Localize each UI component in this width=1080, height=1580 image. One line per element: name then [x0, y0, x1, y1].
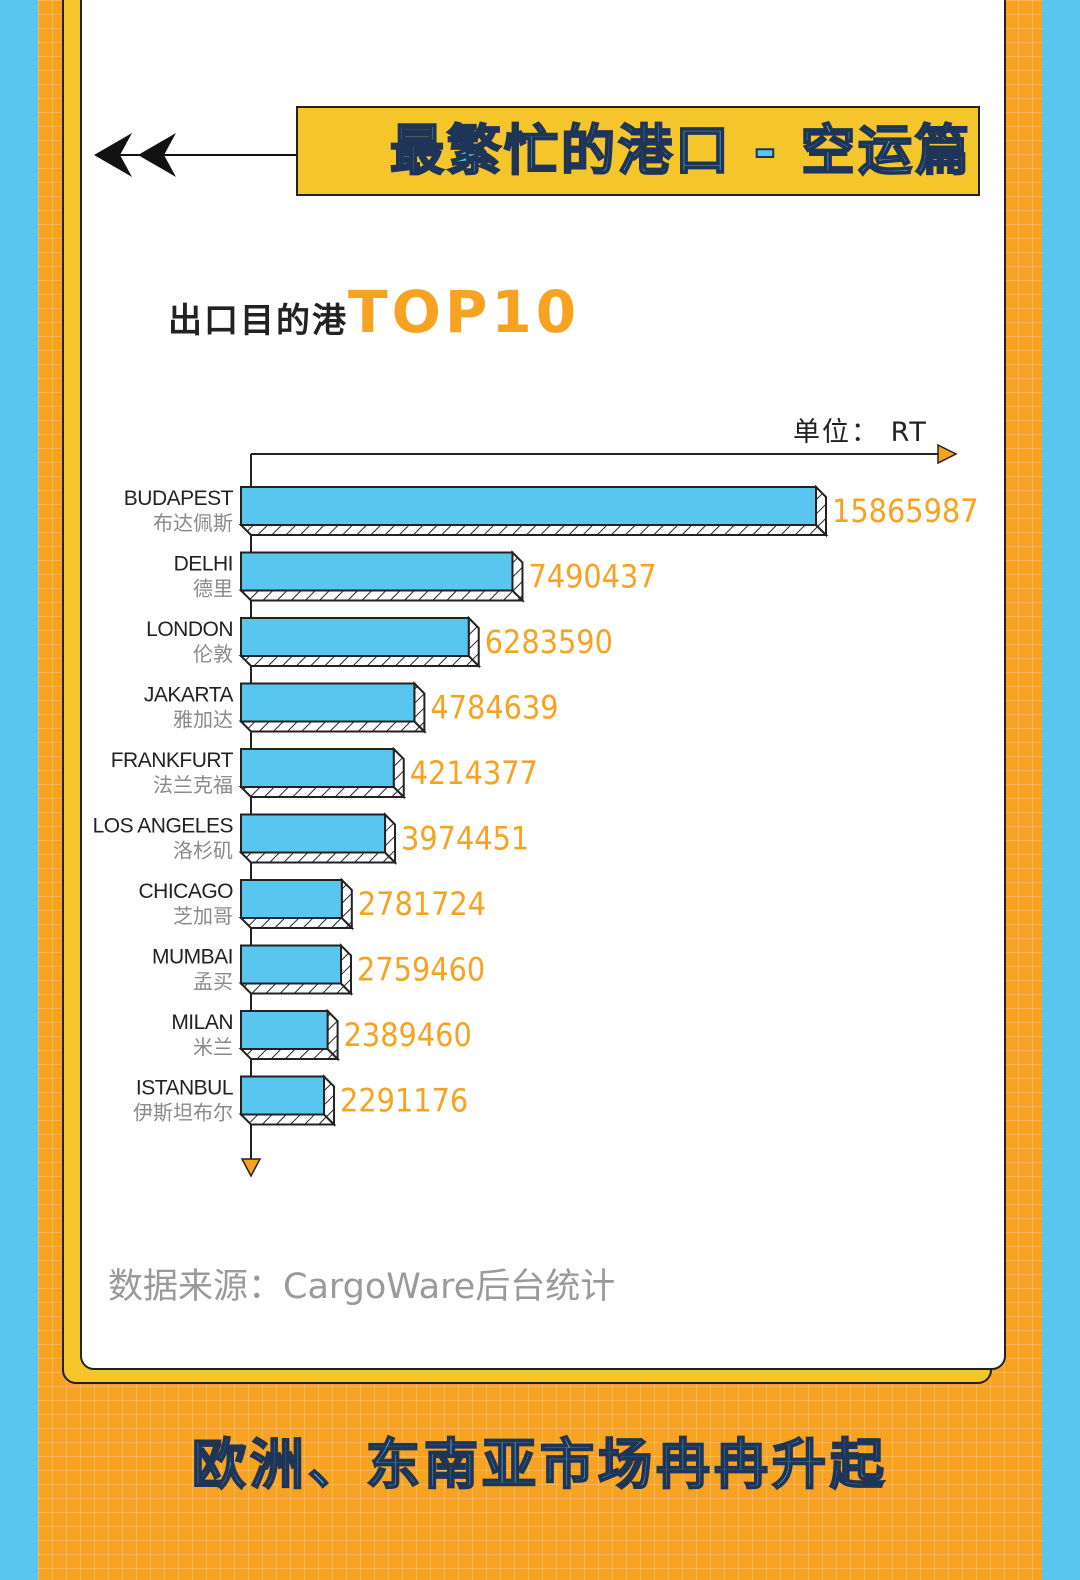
- data-label: 4784639: [430, 689, 558, 727]
- category-label-cn: 芝加哥: [173, 904, 233, 928]
- content-card: [80, 0, 1006, 1370]
- category-label-cn: 伊斯坦布尔: [133, 1101, 233, 1125]
- category-label-cn: 伦敦: [193, 642, 233, 666]
- subtitle-prefix: 出口目的港: [168, 301, 348, 341]
- bar-side-face: [340, 943, 353, 996]
- bar-bottom-face: [238, 720, 427, 733]
- page-title: 最繁忙的港口 - 空运篇: [389, 118, 973, 183]
- data-label: 15865987: [832, 492, 979, 530]
- data-source: 数据来源：CargoWare后台统计: [108, 1267, 616, 1307]
- bar-side-face: [326, 1008, 339, 1062]
- data-label: 2759460: [357, 951, 485, 989]
- y-axis-arrow: [240, 1158, 262, 1178]
- bar-bottom-face: [238, 786, 407, 798]
- bar-group: [238, 681, 427, 734]
- bar-side-face: [815, 484, 827, 538]
- category-label-en: MUMBAI: [152, 946, 233, 969]
- data-label: 2781724: [358, 885, 486, 923]
- bar-group: [238, 746, 407, 800]
- bar-bottom-face: [238, 917, 355, 929]
- category-label-en: ISTANBUL: [136, 1077, 233, 1100]
- bar-group: [238, 1074, 337, 1127]
- data-label: 6283590: [485, 623, 613, 661]
- bar: [240, 617, 470, 657]
- bar-side-face: [467, 615, 480, 669]
- bar-bottom-face: [238, 982, 354, 995]
- subtitle-highlight: TOP10: [348, 278, 581, 346]
- category-label-cn: 德里: [193, 577, 233, 601]
- footer-slogan: 欧洲、东南亚市场冉冉升起: [191, 1432, 888, 1497]
- category-label-en: MILAN: [171, 1011, 233, 1034]
- category-label-en: BUDAPEST: [124, 487, 234, 510]
- bar-group: [238, 812, 398, 865]
- bar: [240, 879, 343, 919]
- bar: [240, 486, 817, 526]
- category-label-en: LONDON: [146, 618, 233, 641]
- bar: [240, 1010, 329, 1050]
- bar-bottom-face: [238, 589, 525, 602]
- category-label-en: LOS ANGELES: [93, 815, 234, 838]
- bar: [240, 813, 387, 854]
- category-label-en: FRANKFURT: [111, 749, 234, 772]
- bar-side-face: [323, 1074, 336, 1127]
- x-axis-arrow: [937, 443, 958, 465]
- bar: [240, 1075, 326, 1116]
- bar: [240, 682, 416, 723]
- data-label: 2389460: [344, 1016, 472, 1054]
- data-label: 4214377: [410, 754, 538, 792]
- category-label-en: CHICAGO: [138, 880, 233, 903]
- bar-side-face: [413, 681, 426, 734]
- unit-label: 单位： RT: [793, 417, 928, 448]
- bar: [240, 551, 514, 592]
- bar-side-face: [340, 877, 353, 931]
- bar-group: [238, 1008, 341, 1062]
- chart-subtitle: 出口目的港TOP10: [168, 282, 580, 342]
- category-label-cn: 布达佩斯: [153, 511, 233, 535]
- bar-side-face: [511, 550, 524, 603]
- data-label: 3974451: [401, 820, 529, 858]
- bar-bottom-face: [238, 1048, 341, 1060]
- data-label: 2291176: [340, 1082, 468, 1120]
- category-label-cn: 洛杉矶: [173, 839, 233, 863]
- data-label: 7490437: [528, 558, 656, 596]
- bar-group: [238, 943, 354, 996]
- header-box: [296, 106, 980, 196]
- bar-group: [238, 877, 355, 931]
- bar-bottom-face: [238, 524, 829, 536]
- category-label-en: DELHI: [174, 553, 233, 576]
- bar-bottom-face: [238, 655, 482, 667]
- bar-group: [238, 550, 525, 603]
- bar-group: [238, 484, 829, 538]
- bar: [240, 944, 343, 985]
- category-label-cn: 米兰: [193, 1035, 233, 1059]
- bar: [240, 748, 395, 788]
- bar-side-face: [384, 812, 397, 865]
- category-label-en: JAKARTA: [144, 684, 234, 707]
- bar-bottom-face: [238, 1113, 337, 1126]
- bar-bottom-face: [238, 851, 398, 864]
- bar-group: [238, 615, 482, 669]
- category-label-cn: 法兰克福: [153, 773, 233, 797]
- bar-side-face: [392, 746, 405, 800]
- category-label-cn: 孟买: [193, 970, 233, 994]
- category-label-cn: 雅加达: [173, 708, 233, 732]
